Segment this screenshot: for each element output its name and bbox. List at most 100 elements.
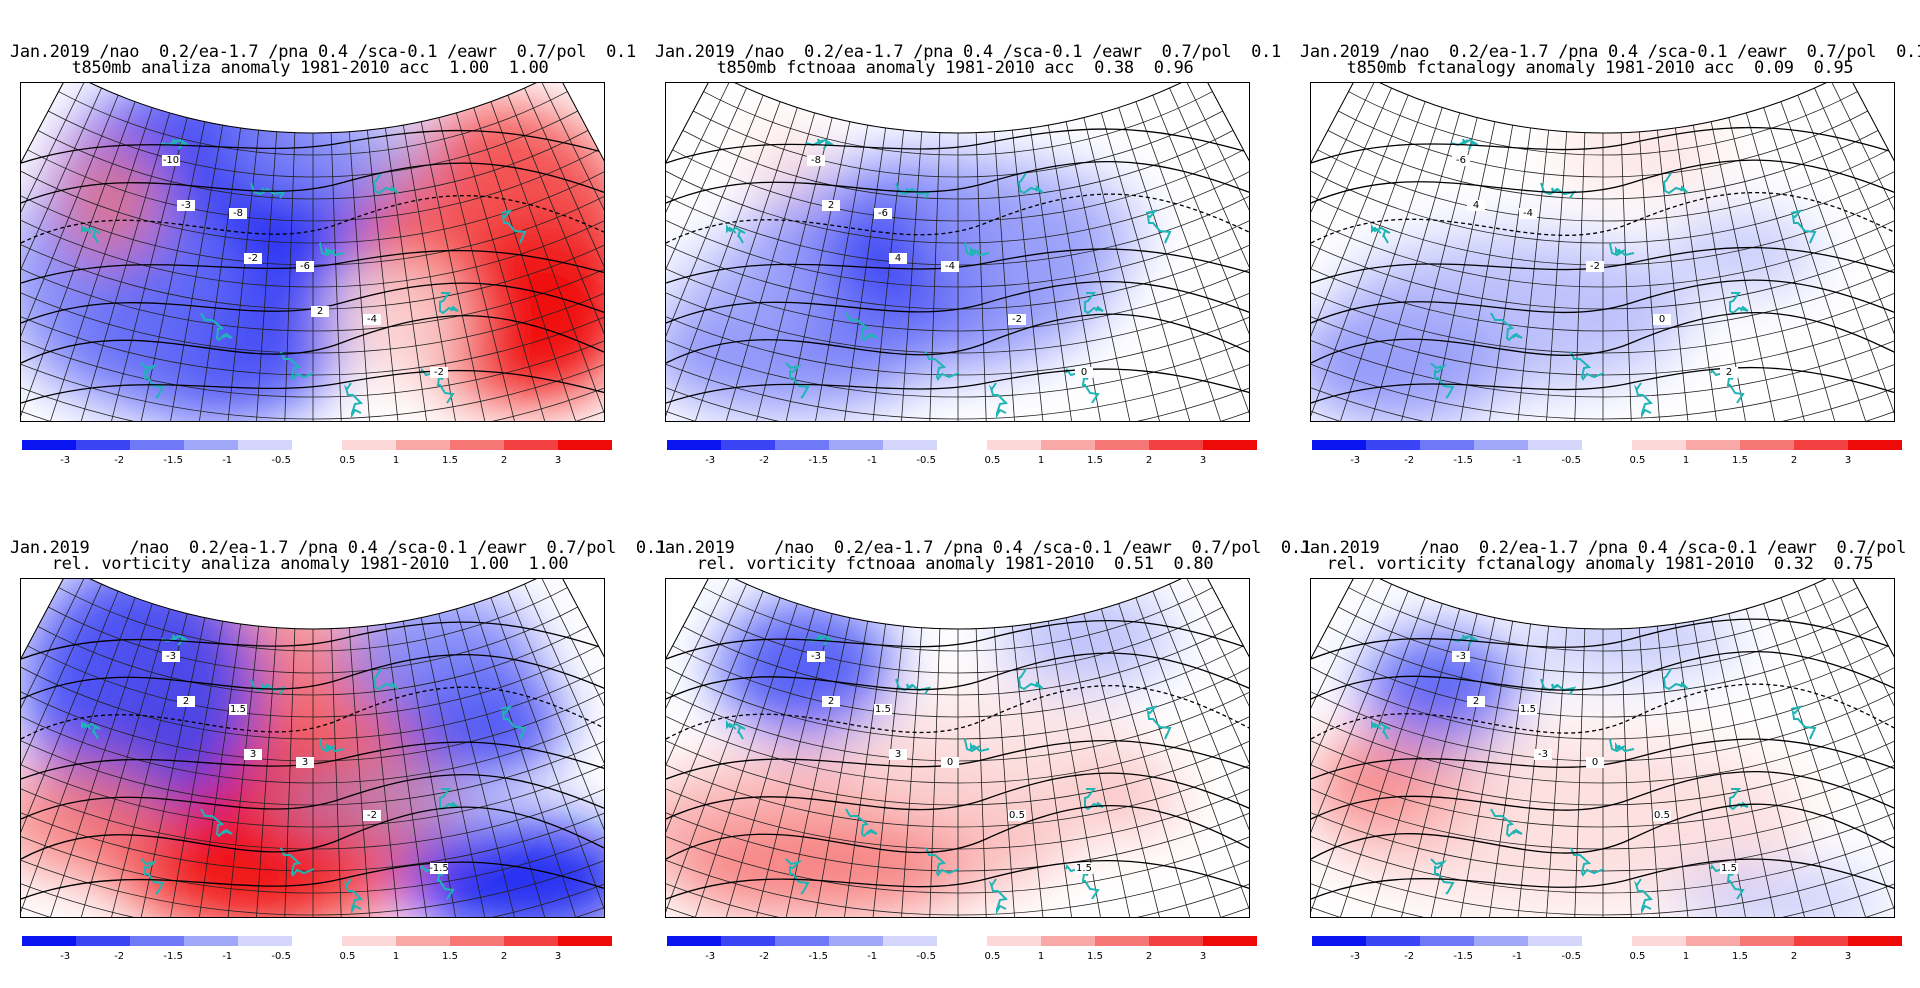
meridian [21,101,136,421]
anomaly-map: -10 -8 -6 -4 -2 -3 -2 2 [20,82,605,422]
meridian [666,579,731,917]
contour-line [21,369,604,404]
contour-label-bg [807,651,825,662]
meridian [666,590,764,917]
coastline-segment [785,858,810,895]
coastline-segment [1729,292,1749,315]
meridian [1692,621,1760,917]
panel-title-line1: Jan.2019 /nao 0.2/ea-1.7 /pna 0.4 /sca-0… [1300,538,1920,558]
meridian [1539,131,1568,421]
anomaly-map: -3 1.5 0 0.5 1.5 2 3 [665,578,1250,918]
meridian [21,87,102,421]
parallel [666,664,1249,740]
coastline-segment [200,808,233,838]
meridian [1638,627,1667,917]
colorbar-tick-label: 0.5 [1629,951,1646,962]
contour-label-bg [874,208,892,219]
meridian [490,101,604,421]
meridian [770,121,851,421]
parallel [21,246,604,332]
contour-line [1311,650,1894,700]
parallel [1311,742,1894,828]
lat-lon-grid [21,579,604,917]
meridian [1728,613,1822,917]
meridian [1508,130,1550,421]
map-sector: -8 -6 -4 -2 0 2 4 [666,83,1249,421]
meridian [1083,117,1177,421]
contour-line [1311,738,1894,780]
meridian [1415,121,1496,421]
coastline-segment [1490,312,1523,342]
meridian [1011,130,1053,421]
colorbar-swatch [1366,440,1420,450]
meridian [21,583,102,917]
contour-label: 1.5 [875,704,891,715]
parallel [1311,227,1894,310]
coastline-segment [343,878,364,915]
anomaly-shading-area [666,819,966,917]
parallel [703,91,1213,156]
coastline-segment [1790,209,1817,244]
contour-label-bg [1452,155,1470,166]
colorbar-swatch [396,936,450,946]
map-outline [21,83,604,164]
colorbar-tick-label: -1 [867,951,878,962]
anomaly-shading-area [1671,869,1891,917]
meridian [1745,608,1852,917]
meridian [1692,125,1760,421]
colorbar-swatch [1474,936,1528,946]
coastline-segment [1570,351,1605,381]
meridian [21,579,86,917]
contour-label: -3 [1456,651,1466,662]
meridian [1830,83,1894,421]
parallel [1311,703,1894,784]
colorbar-swatch [1686,440,1740,450]
meridian [366,626,408,917]
coastline-segment [963,738,990,753]
colorbar-swatch [775,936,829,946]
parallel [1338,110,1868,178]
meridian [455,608,562,917]
contour-line [1311,246,1894,284]
meridian [1185,579,1249,917]
meridian [21,94,119,421]
contour-label-bg [1586,757,1604,768]
parallel [666,343,1249,421]
meridian [1324,107,1443,421]
coastline-segment [1084,788,1104,811]
parallel [21,207,604,288]
meridian [709,608,816,917]
contour-label-bg [1720,367,1738,378]
contour-line [1311,366,1894,404]
contour-label: 1.5 [1520,704,1536,715]
colorbar-swatch [1203,440,1257,450]
parallel [21,343,604,421]
contour-label: -3 [166,651,176,662]
contour-lines [21,129,604,404]
contour-label-bg [1008,810,1026,821]
colorbar-swatch [1528,936,1582,946]
colorbar-swatch [504,440,558,450]
parallel [682,130,1234,200]
panel-title-line1: Jan.2019 /nao 0.2/ea-1.7 /pna 0.4 /sca-0… [10,538,666,558]
meridian [1620,132,1635,421]
contour-label-bg [1519,208,1537,219]
meridian [402,621,470,917]
coastline-segment [280,847,315,877]
contour-label-bg [822,696,840,707]
parallel [48,606,578,674]
parallel [666,266,1249,354]
contour-line [666,772,1249,820]
contour-line [1311,858,1894,900]
map-svg: -3 1.5 0 0.5 1.5 2 3 [666,579,1249,917]
colorbar-tick-label: 1 [1682,455,1690,466]
colorbar-swatch [1312,936,1366,946]
contour-label-bg [1467,200,1485,211]
contour-label-bg [807,155,825,166]
meridian [1797,590,1894,917]
coastline-segment [988,878,1009,915]
meridian [1169,583,1249,917]
contour-label-bg [889,253,907,264]
meridian [1047,125,1115,421]
colorbar-tick-label: -1 [222,455,233,466]
